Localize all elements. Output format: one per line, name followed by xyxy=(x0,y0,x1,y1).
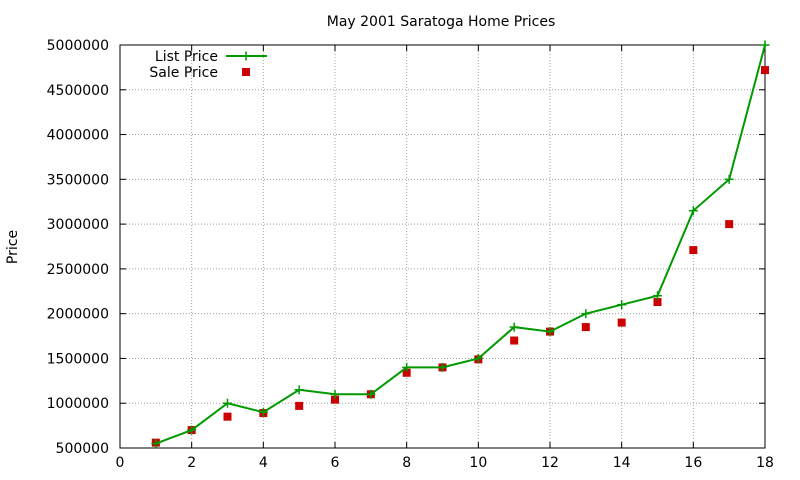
list-price-point xyxy=(438,362,447,372)
sale-price-point xyxy=(295,401,304,410)
sale-price-point xyxy=(761,66,769,75)
series-sale-price xyxy=(151,66,769,447)
x-tick-label: 0 xyxy=(116,455,125,471)
x-tick-label: 8 xyxy=(402,455,411,471)
list-price-point xyxy=(760,40,770,50)
legend-item-list-price: List Price xyxy=(155,49,267,65)
sale-price-point xyxy=(402,368,411,377)
sale-price-point xyxy=(653,298,662,307)
list-price-point xyxy=(151,439,161,449)
list-price-point xyxy=(545,327,555,337)
sale-price-point xyxy=(617,318,626,327)
list-price-point xyxy=(653,291,662,301)
x-tick-label: 4 xyxy=(259,455,268,471)
y-tick-label: 1500000 xyxy=(47,351,109,367)
x-tick-label: 10 xyxy=(469,455,487,471)
sale-price-point xyxy=(510,336,519,345)
y-tick-label: 1000000 xyxy=(47,396,109,412)
plot-border xyxy=(119,44,766,449)
list-price-point xyxy=(724,174,734,184)
list-price-line xyxy=(155,44,766,445)
sale-price-point xyxy=(689,246,698,255)
x-tick-label: 18 xyxy=(756,455,774,471)
y-tick-label: 5000000 xyxy=(47,38,109,54)
x-tick-label: 2 xyxy=(187,455,196,471)
series-layer xyxy=(151,40,770,449)
y-tick-label: 3500000 xyxy=(47,172,109,188)
legend-swatch-marker xyxy=(241,51,251,61)
legend-item-sale-price: Sale Price xyxy=(149,65,250,81)
y-tick-label: 500000 xyxy=(56,441,109,457)
legend-label: Sale Price xyxy=(149,65,218,81)
list-price-point xyxy=(581,309,591,319)
sale-price-point xyxy=(331,395,339,404)
grid xyxy=(120,45,765,448)
list-price-point xyxy=(366,389,376,399)
list-price-point xyxy=(294,385,304,395)
list-price-point xyxy=(509,322,519,332)
legend-label: List Price xyxy=(155,49,218,65)
x-tick-label: 14 xyxy=(613,455,631,471)
x-tick-label: 16 xyxy=(684,455,702,471)
list-price-point xyxy=(688,206,698,216)
sale-price-point xyxy=(725,220,734,229)
y-axis-label: Price xyxy=(5,230,21,264)
y-tick-label: 4500000 xyxy=(47,83,109,99)
x-tick-label: 12 xyxy=(541,455,559,471)
sale-price-point xyxy=(581,323,590,332)
list-price-point xyxy=(187,425,197,435)
tick-labels: 0 2 4 6 8 10 12 14 16 18 500000 1000000 1500000 20000… xyxy=(47,38,774,471)
list-price-point xyxy=(473,353,483,363)
series-list-price xyxy=(151,40,770,449)
y-tick-label: 2500000 xyxy=(47,262,109,278)
list-price-point xyxy=(223,398,232,408)
y-tick-label: 2000000 xyxy=(47,307,109,323)
list-price-point xyxy=(402,362,412,372)
x-tick-label: 6 xyxy=(331,455,340,471)
axis-ticks xyxy=(119,44,766,449)
sale-price-point xyxy=(223,412,232,421)
y-tick-label: 4000000 xyxy=(47,128,109,144)
list-price-point xyxy=(330,389,340,399)
chart-title: May 2001 Saratoga Home Prices xyxy=(327,14,555,30)
list-price-point xyxy=(258,407,268,417)
y-tick-label: 3000000 xyxy=(47,217,109,233)
list-price-point xyxy=(617,300,627,310)
legend-swatch-marker xyxy=(242,68,250,76)
